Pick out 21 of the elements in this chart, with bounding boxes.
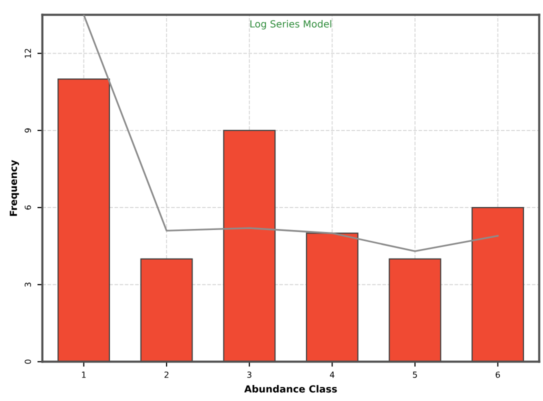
x-tick-label: 2 <box>164 372 168 378</box>
x-tick-label: 6 <box>496 372 500 378</box>
x-tick-label: 1 <box>82 372 86 378</box>
y-axis-title: Frequency <box>10 160 20 216</box>
y-tick-label: 9 <box>24 128 32 133</box>
y-tick-label: 0 <box>24 360 32 364</box>
bar <box>472 206 524 362</box>
bar <box>388 258 442 362</box>
text: Log Series Model <box>250 20 332 30</box>
y-tick-label: 12 <box>24 48 31 58</box>
x-tick-label: 3 <box>247 372 252 378</box>
x-tick-label: 4 <box>330 372 334 378</box>
x-tick-label: 5 <box>412 372 417 378</box>
y-tick-label: 3 <box>24 282 32 287</box>
bar <box>306 232 358 362</box>
y-tick-label: 6 <box>24 205 32 210</box>
line-series <box>82 14 499 252</box>
bar <box>58 78 110 362</box>
bar <box>223 130 276 362</box>
bar <box>140 258 193 362</box>
x-axis-title: Abundance Class <box>244 385 337 393</box>
